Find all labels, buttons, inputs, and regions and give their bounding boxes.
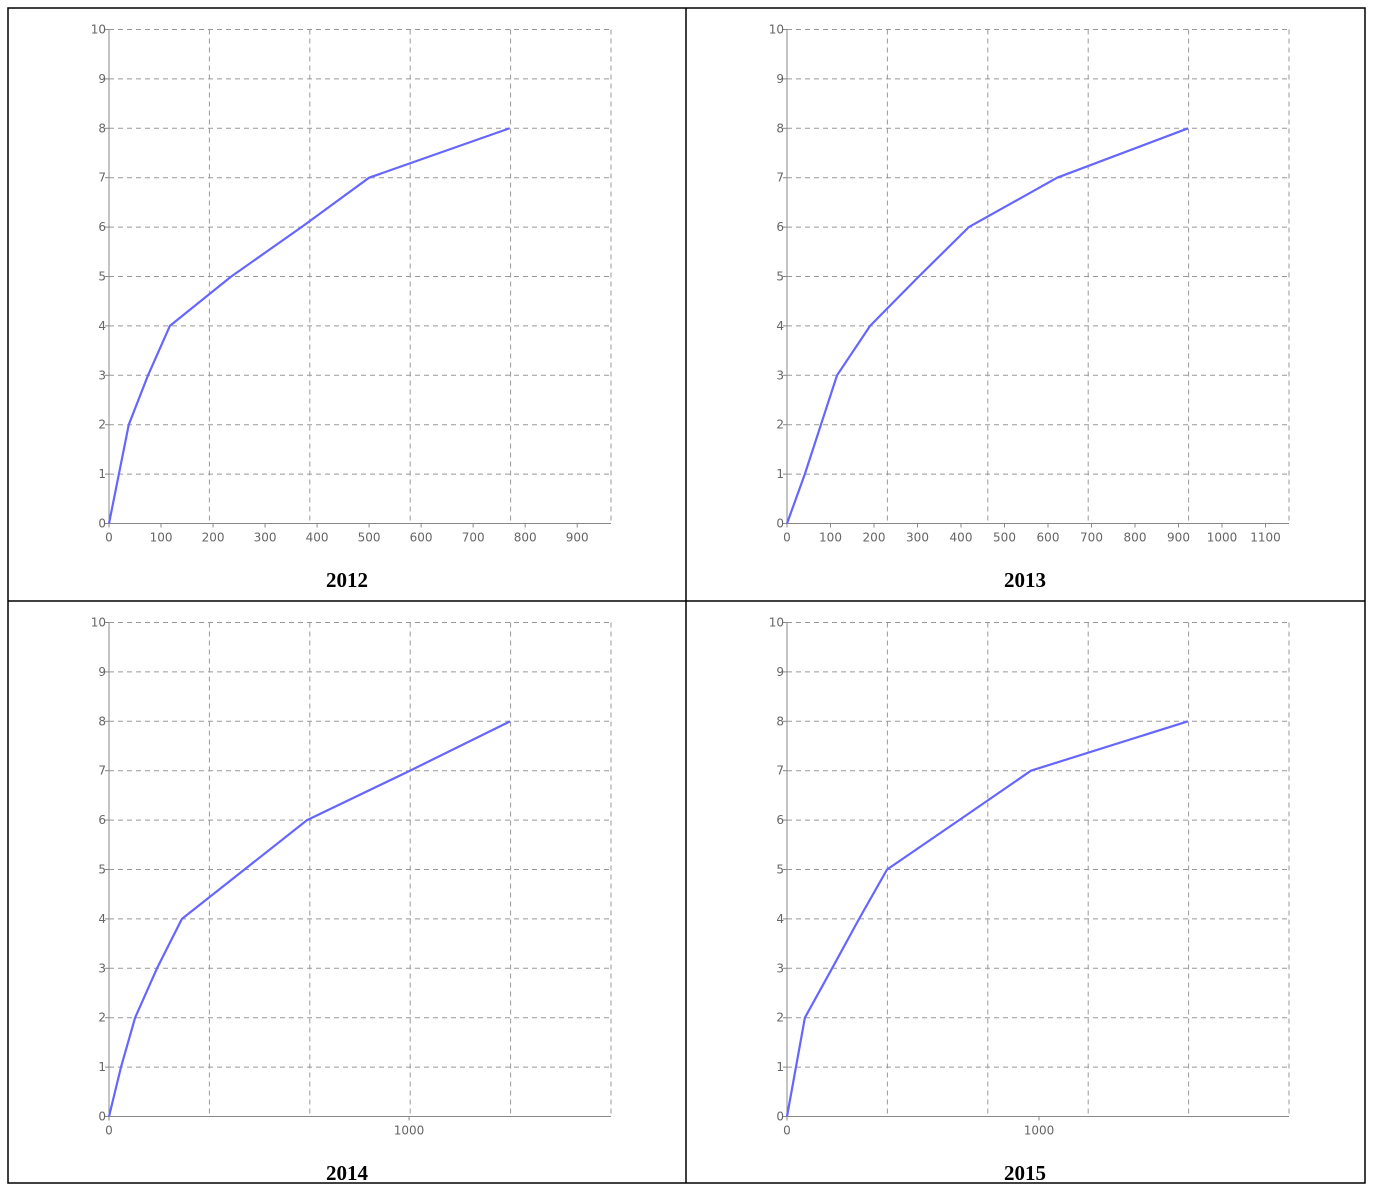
chart-caption: 2013 [1004,568,1046,592]
y-tick-label: 2 [98,1011,106,1025]
x-tick-label: 1000 [1207,531,1238,545]
x-tick-label: 1000 [394,1124,425,1138]
y-tick-label: 0 [98,517,106,531]
y-tick-label: 3 [98,368,106,382]
data-line [107,720,511,1117]
y-tick-label: 7 [98,171,106,185]
y-tick-label: 8 [776,121,784,135]
x-tick-label: 600 [410,531,433,545]
y-tick-label: 1 [776,467,784,481]
y-tick-label: 1 [98,467,106,481]
y-tick-label: 3 [776,368,784,382]
x-tick-label: 0 [105,1124,113,1138]
x-tick-label: 100 [150,531,173,545]
y-tick-label: 7 [98,764,106,778]
y-tick-label: 10 [769,616,784,630]
y-tick-label: 7 [776,171,784,185]
y-tick-label: 4 [776,912,784,926]
y-tick-label: 8 [98,714,106,728]
chart-caption: 2015 [1004,1161,1046,1185]
x-tick-label: 800 [1124,531,1147,545]
x-tick-label: 0 [783,1124,791,1138]
x-tick-label: 900 [566,531,589,545]
x-tick-label: 800 [514,531,537,545]
y-tick-label: 2 [776,418,784,432]
y-tick-label: 1 [776,1060,784,1074]
y-tick-label: 5 [98,270,106,284]
x-tick-label: 600 [1037,531,1060,545]
x-tick-label: 400 [306,531,329,545]
y-tick-label: 3 [776,961,784,975]
chart-caption: 2014 [326,1161,369,1185]
y-tick-label: 10 [769,23,784,37]
y-tick-label: 4 [98,912,106,926]
x-tick-label: 100 [819,531,842,545]
y-tick-label: 5 [776,270,784,284]
y-tick-label: 6 [98,220,106,234]
data-line [785,720,1189,1117]
y-tick-label: 5 [776,863,784,877]
x-tick-label: 1000 [1024,1124,1055,1138]
x-tick-label: 0 [783,531,791,545]
y-tick-label: 4 [776,319,784,333]
x-tick-label: 300 [254,531,277,545]
y-tick-label: 8 [98,121,106,135]
y-tick-label: 9 [98,665,106,679]
y-tick-label: 1 [98,1060,106,1074]
y-tick-label: 9 [776,665,784,679]
x-tick-label: 1100 [1250,531,1281,545]
y-tick-label: 10 [91,616,106,630]
x-tick-label: 900 [1167,531,1190,545]
chart-caption: 2012 [326,568,368,592]
x-tick-label: 0 [105,531,113,545]
y-tick-label: 6 [776,220,784,234]
x-tick-label: 200 [863,531,886,545]
x-tick-label: 700 [462,531,485,545]
y-tick-label: 6 [98,813,106,827]
x-tick-label: 700 [1080,531,1103,545]
x-tick-label: 500 [358,531,381,545]
y-tick-label: 2 [98,418,106,432]
data-line [785,127,1189,524]
y-tick-label: 4 [98,319,106,333]
x-tick-label: 200 [202,531,225,545]
x-tick-label: 500 [993,531,1016,545]
data-line [107,127,510,524]
y-tick-label: 0 [98,1110,106,1124]
y-tick-label: 5 [98,863,106,877]
x-tick-label: 400 [950,531,973,545]
y-tick-label: 10 [91,23,106,37]
y-tick-label: 8 [776,714,784,728]
y-tick-label: 0 [776,1110,784,1124]
y-tick-label: 2 [776,1011,784,1025]
y-tick-label: 9 [776,72,784,86]
y-tick-label: 9 [98,72,106,86]
y-tick-label: 3 [98,961,106,975]
x-tick-label: 300 [906,531,929,545]
y-tick-label: 7 [776,764,784,778]
y-tick-label: 0 [776,517,784,531]
y-tick-label: 6 [776,813,784,827]
